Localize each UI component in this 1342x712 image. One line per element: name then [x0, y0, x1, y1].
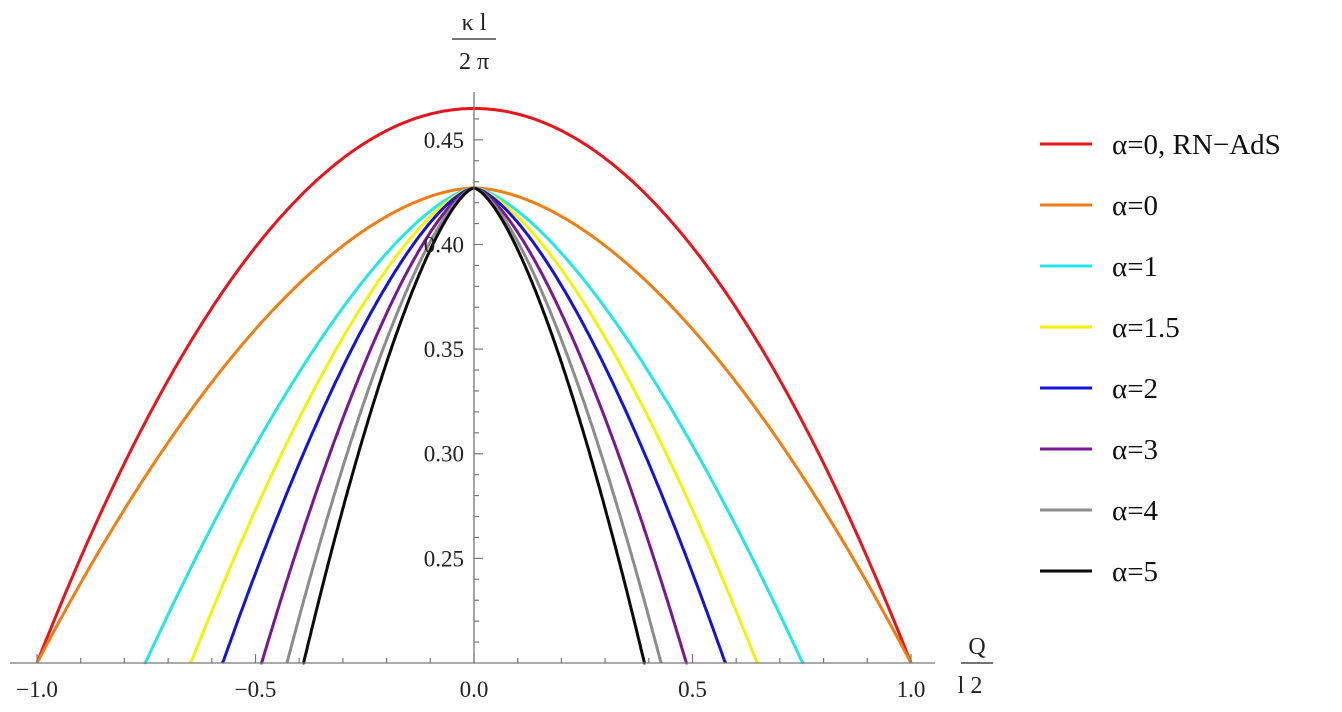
legend-label-2: α=1: [1112, 251, 1158, 283]
legend-label-4: α=2: [1112, 373, 1158, 405]
y-tick-label: 0.45: [424, 128, 464, 153]
x-axis-label-numerator: Q: [968, 634, 985, 660]
legend-label-6: α=4: [1112, 495, 1159, 527]
y-axis-title: κ l 2 π: [452, 10, 496, 75]
y-tick-label: 0.30: [424, 442, 464, 467]
x-axis-ticks: −1.0 −0.5 0.0 0.5 1.0: [16, 654, 925, 702]
x-tick-label: 1.0: [897, 677, 926, 702]
y-tick-label: 0.35: [424, 337, 464, 362]
x-tick-label: −0.5: [235, 677, 277, 702]
legend-label-5: α=3: [1112, 434, 1158, 466]
y-axis-ticks: 0.25 0.30 0.35 0.40 0.45: [424, 118, 483, 643]
y-tick-label: 0.25: [424, 546, 464, 571]
legend-label-3: α=1.5: [1112, 312, 1180, 344]
x-axis-label-denominator: l 2: [958, 673, 983, 699]
y-tick-label: 0.40: [424, 232, 464, 257]
legend: α=0, RN−AdS α=0 α=1 α=1.5 α=2 α=3 α=4 α=5: [1040, 129, 1281, 588]
legend-label-0: α=0, RN−AdS: [1112, 129, 1281, 161]
y-axis-label-denominator: 2 π: [459, 49, 489, 75]
x-tick-label: 0.0: [460, 677, 489, 702]
x-tick-label: 0.5: [678, 677, 707, 702]
legend-label-1: α=0: [1112, 190, 1158, 222]
y-axis-label-numerator: κ l: [462, 10, 487, 36]
x-tick-label: −1.0: [16, 677, 58, 702]
x-axis-title: Q l 2: [958, 634, 993, 699]
legend-label-7: α=5: [1112, 556, 1158, 588]
